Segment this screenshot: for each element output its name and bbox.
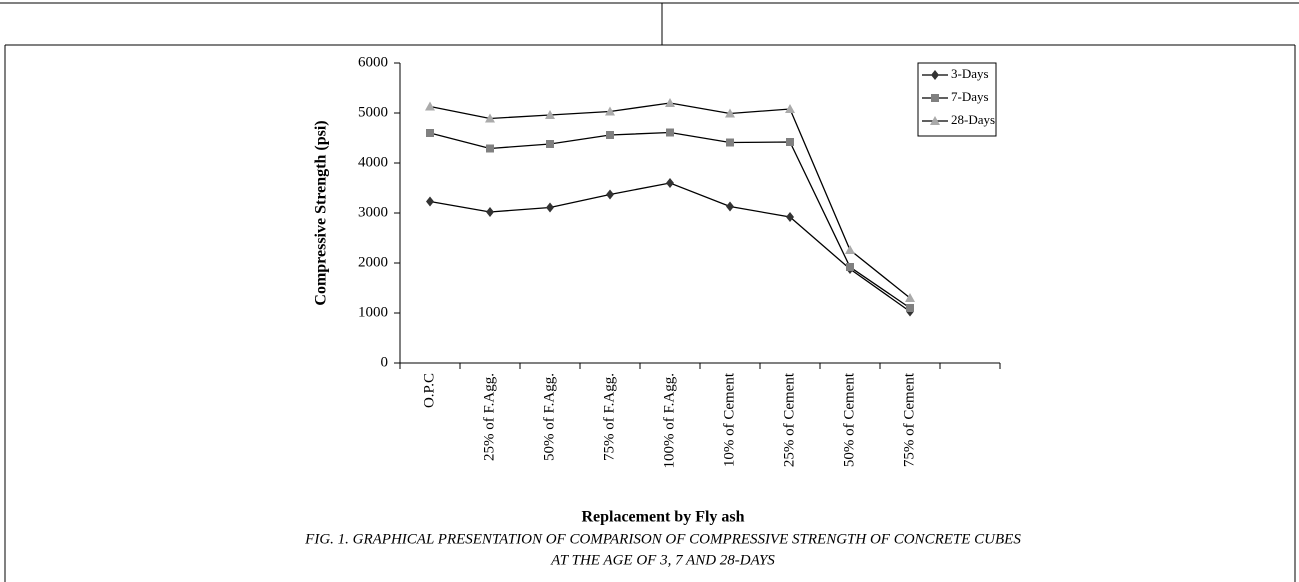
data-point (665, 98, 675, 107)
data-point (485, 113, 495, 123)
caption-line: AT THE AGE OF 3, 7 AND 28-DAYS (550, 552, 775, 568)
x-tick-label: 10% of Cement (721, 372, 737, 467)
data-point (605, 106, 615, 116)
data-point (726, 201, 734, 212)
data-point (666, 128, 674, 137)
x-axis-label: Replacement by Fly ash (581, 509, 744, 526)
legend-label: 3-Days (951, 66, 989, 81)
data-point (426, 196, 434, 207)
x-tick-label: 50% of F.Agg. (541, 373, 557, 461)
y-axis-label: Compressive Strength (psi) (313, 120, 330, 305)
data-point (426, 129, 434, 137)
data-point (606, 189, 614, 200)
y-tick-label: 5000 (358, 104, 388, 120)
data-point (545, 110, 555, 119)
data-point (786, 138, 794, 146)
x-tick-label: 25% of F.Agg. (481, 373, 497, 461)
data-point (486, 207, 494, 217)
data-point (725, 108, 735, 118)
data-point (486, 144, 494, 153)
data-point (845, 245, 855, 254)
data-point (726, 138, 734, 147)
data-point (785, 104, 795, 113)
data-point (606, 131, 614, 139)
data-point (905, 293, 915, 302)
y-tick-label: 0 (381, 354, 389, 370)
legend-marker (931, 70, 939, 80)
legend-label: 28-Days (951, 112, 995, 127)
data-point (425, 101, 435, 111)
y-tick-label: 6000 (358, 54, 388, 70)
data-point (546, 140, 554, 148)
x-tick-label: 75% of Cement (901, 372, 917, 467)
data-point (906, 304, 914, 312)
x-tick-label: 25% of Cement (781, 372, 797, 467)
data-point (546, 202, 554, 213)
x-tick-label: 75% of F.Agg. (601, 373, 617, 461)
x-tick-label: 100% of F.Agg. (661, 373, 677, 468)
legend-label: 7-Days (951, 89, 989, 104)
legend-marker (931, 94, 939, 102)
y-tick-label: 2000 (358, 254, 388, 270)
y-tick-label: 1000 (358, 304, 388, 320)
series-line (429, 182, 911, 313)
y-tick-label: 4000 (358, 154, 388, 170)
legend-marker (930, 116, 940, 125)
x-tick-label: O.P.C (421, 373, 437, 408)
x-tick-label: 50% of Cement (841, 372, 857, 467)
caption-line: FIG. 1. GRAPHICAL PRESENTATION OF COMPAR… (304, 531, 1021, 547)
data-point (786, 212, 794, 222)
y-tick-label: 3000 (358, 204, 388, 220)
data-point (666, 178, 674, 188)
data-point (846, 263, 854, 271)
